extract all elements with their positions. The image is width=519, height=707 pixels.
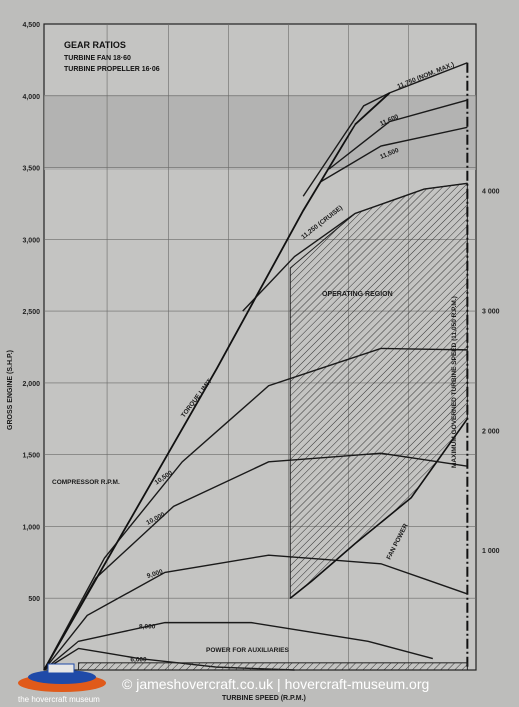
series-line-5: [242, 182, 468, 312]
torque-limit-line: [43, 92, 391, 671]
series-label: 6,000: [130, 656, 147, 663]
y-tick-label: 3,000: [22, 237, 40, 244]
y-tick-label: 4,500: [22, 22, 40, 29]
series-line-1: [43, 621, 434, 671]
max-governed-label: MAXIMUM GOVERNED TURBINE SPEED (11,050 R…: [451, 296, 458, 468]
series-label: 8,000: [139, 623, 156, 630]
chart-subtitle-2: TURBINE PROPELLER 16·06: [64, 66, 160, 73]
operating-region-label: OPERATING REGION: [322, 291, 393, 298]
y-tick-label: 3,500: [22, 166, 40, 173]
logo: the hovercraft museum: [18, 663, 106, 704]
chart-title: GEAR RATIOS: [64, 40, 126, 50]
y-ticks: 500 1,000 1,500 2,000 2,500 3,000 3,500 4,000 4,…: [22, 22, 40, 603]
compressor-label: COMPRESSOR R.P.M.: [52, 479, 120, 486]
power-aux-label: POWER FOR AUXILIARIES: [206, 647, 289, 654]
y-tick-label: 4,000: [22, 94, 40, 101]
y-tick-label: 1,500: [22, 453, 40, 460]
y2-tick-label: 4 000: [482, 189, 500, 196]
y-tick-label: 500: [28, 596, 40, 603]
fan-power-line: [289, 418, 469, 599]
y2-ticks: 1 000 2 000 3 000 4 000: [482, 189, 500, 556]
watermark: © jameshovercraft.co.uk | hovercraft-mus…: [122, 676, 429, 692]
y2-tick-label: 2 000: [482, 428, 500, 435]
shaded-band: [44, 95, 476, 170]
y-tick-label: 2,000: [22, 381, 40, 388]
y2-tick-label: 1 000: [482, 548, 500, 555]
y-tick-label: 2,500: [22, 309, 40, 316]
chart-subtitle-1: TURBINE FAN 18·60: [64, 55, 131, 62]
y-axis-label: GROSS ENGINE (S.H.P.): [7, 350, 14, 430]
series-line-7: [328, 99, 468, 170]
series-line-4: [43, 347, 468, 671]
series-line-2: [43, 554, 468, 671]
power-aux-band: [78, 662, 468, 671]
logo-text: the hovercraft museum: [18, 695, 100, 704]
series-line-6: [320, 126, 468, 183]
series-label: 9,000: [146, 568, 164, 580]
y-tick-label: 1,000: [22, 524, 40, 531]
series-line-8: [302, 62, 468, 197]
x-axis-label: TURBINE SPEED (R.P.M.): [222, 695, 306, 702]
series-lines: [43, 62, 469, 671]
y2-tick-label: 3 000: [482, 308, 500, 315]
